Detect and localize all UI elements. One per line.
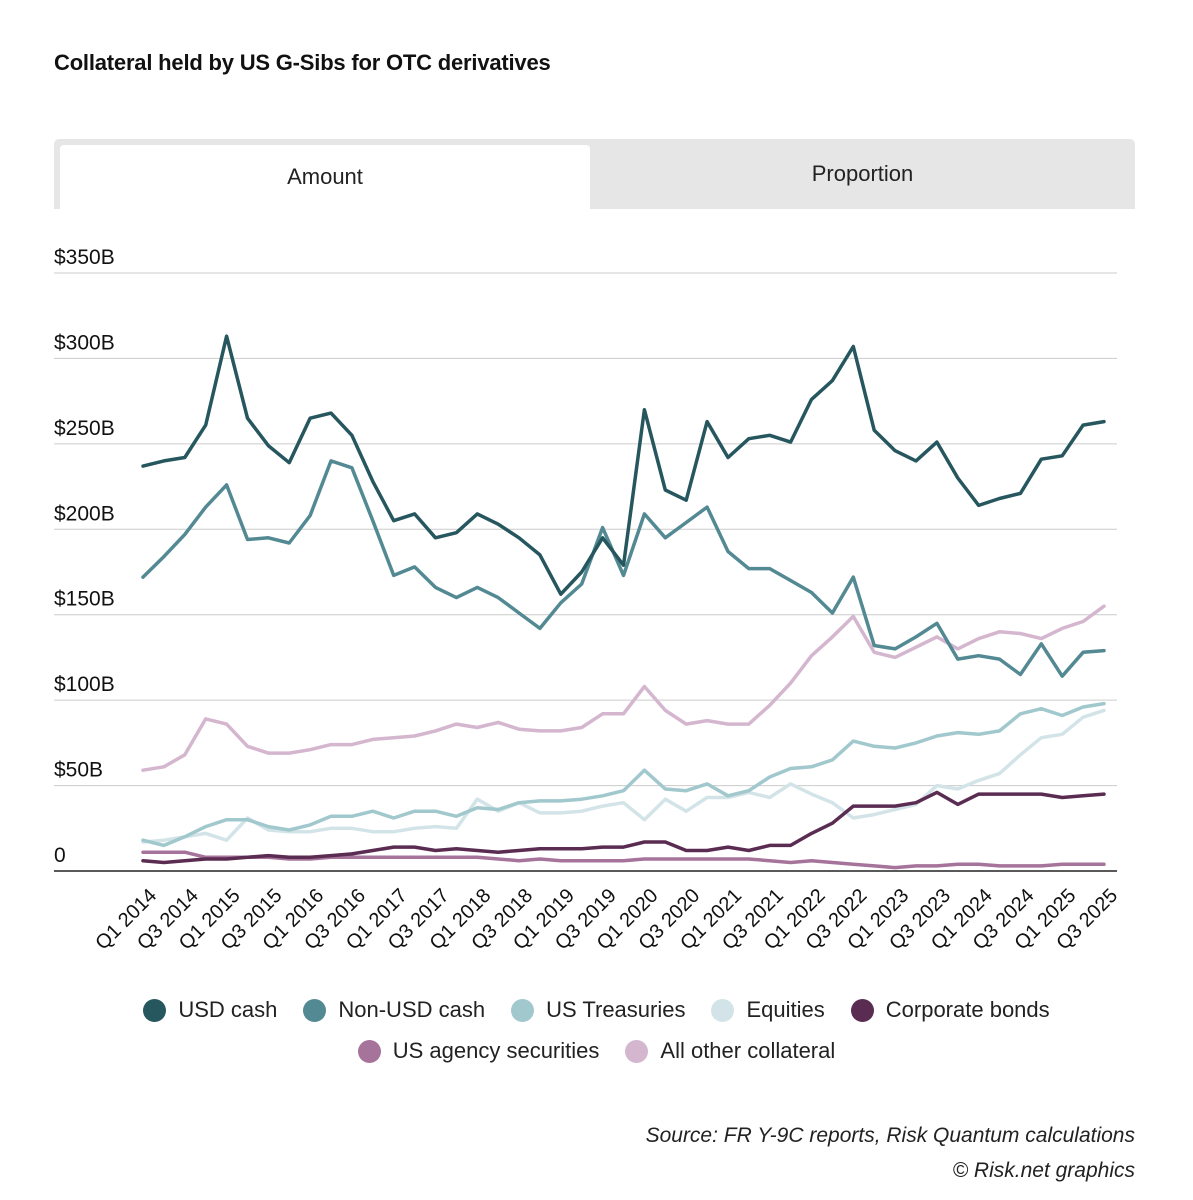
- view-tabs: Amount Proportion: [54, 139, 1135, 209]
- legend-swatch: [711, 998, 735, 1022]
- y-tick-label: $300B: [54, 331, 115, 354]
- y-tick-label: $200B: [54, 502, 115, 525]
- line-chart: 0 $50B $100B $150B $200B $250B $300B $350B Q1 2…: [54, 246, 1122, 955]
- series-line-equities: [141, 708, 1106, 844]
- legend-swatch: [511, 998, 535, 1022]
- legend-swatch: [850, 998, 874, 1022]
- source-note: Source: FR Y-9C reports, Risk Quantum ca…: [645, 1124, 1135, 1147]
- legend-item[interactable]: All other collateral: [625, 1038, 835, 1064]
- y-axis-labels: 0 $50B $100B $150B $200B $250B $300B $350B: [54, 246, 115, 867]
- legend-item[interactable]: USD cash: [143, 997, 277, 1023]
- chart-title: Collateral held by US G-Sibs for OTC der…: [54, 50, 551, 75]
- y-tick-label: $150B: [54, 588, 115, 611]
- legend-item[interactable]: Corporate bonds: [850, 997, 1050, 1023]
- legend-label: Non-USD cash: [338, 997, 486, 1022]
- legend-swatch: [625, 1039, 649, 1063]
- legend-label: Corporate bonds: [885, 997, 1050, 1022]
- legend-swatch: [303, 998, 327, 1022]
- legend-swatch: [357, 1039, 381, 1063]
- legend-item[interactable]: Equities: [711, 997, 825, 1023]
- series-line-us-treasuries: [141, 701, 1106, 848]
- y-tick-label: 0: [54, 844, 66, 867]
- credit-note: © Risk.net graphics: [952, 1159, 1135, 1182]
- series-line-corporate-bonds: [141, 790, 1106, 865]
- legend-item[interactable]: Non-USD cash: [303, 997, 485, 1023]
- legend-label: USD cash: [178, 997, 278, 1022]
- series-line-us-agency-securities: [141, 850, 1106, 870]
- legend-label: US Treasuries: [546, 997, 686, 1022]
- series-line-usd-cash: [141, 334, 1106, 596]
- series-line-all-other-collateral: [141, 604, 1106, 772]
- legend-label: Equities: [746, 997, 825, 1022]
- y-tick-label: $350B: [54, 246, 115, 269]
- tab-amount[interactable]: Amount: [60, 145, 590, 209]
- series-line-non-usd-cash: [141, 459, 1106, 678]
- y-tick-label: $100B: [54, 673, 115, 696]
- legend-swatch: [143, 998, 167, 1022]
- legend-label: US agency securities: [392, 1038, 600, 1063]
- legend: USD cash Non-USD cash US Treasuries Equitie…: [0, 997, 1193, 1023]
- legend-row-2: US agency securities All other collateral: [0, 1038, 1193, 1064]
- y-tick-label: $50B: [54, 759, 103, 782]
- legend-item[interactable]: US agency securities: [357, 1038, 600, 1064]
- legend-item[interactable]: US Treasuries: [511, 997, 685, 1023]
- tab-proportion[interactable]: Proportion: [811, 161, 914, 186]
- legend-label: All other collateral: [660, 1038, 836, 1063]
- series-lines: [141, 334, 1106, 870]
- y-tick-label: $250B: [54, 417, 115, 440]
